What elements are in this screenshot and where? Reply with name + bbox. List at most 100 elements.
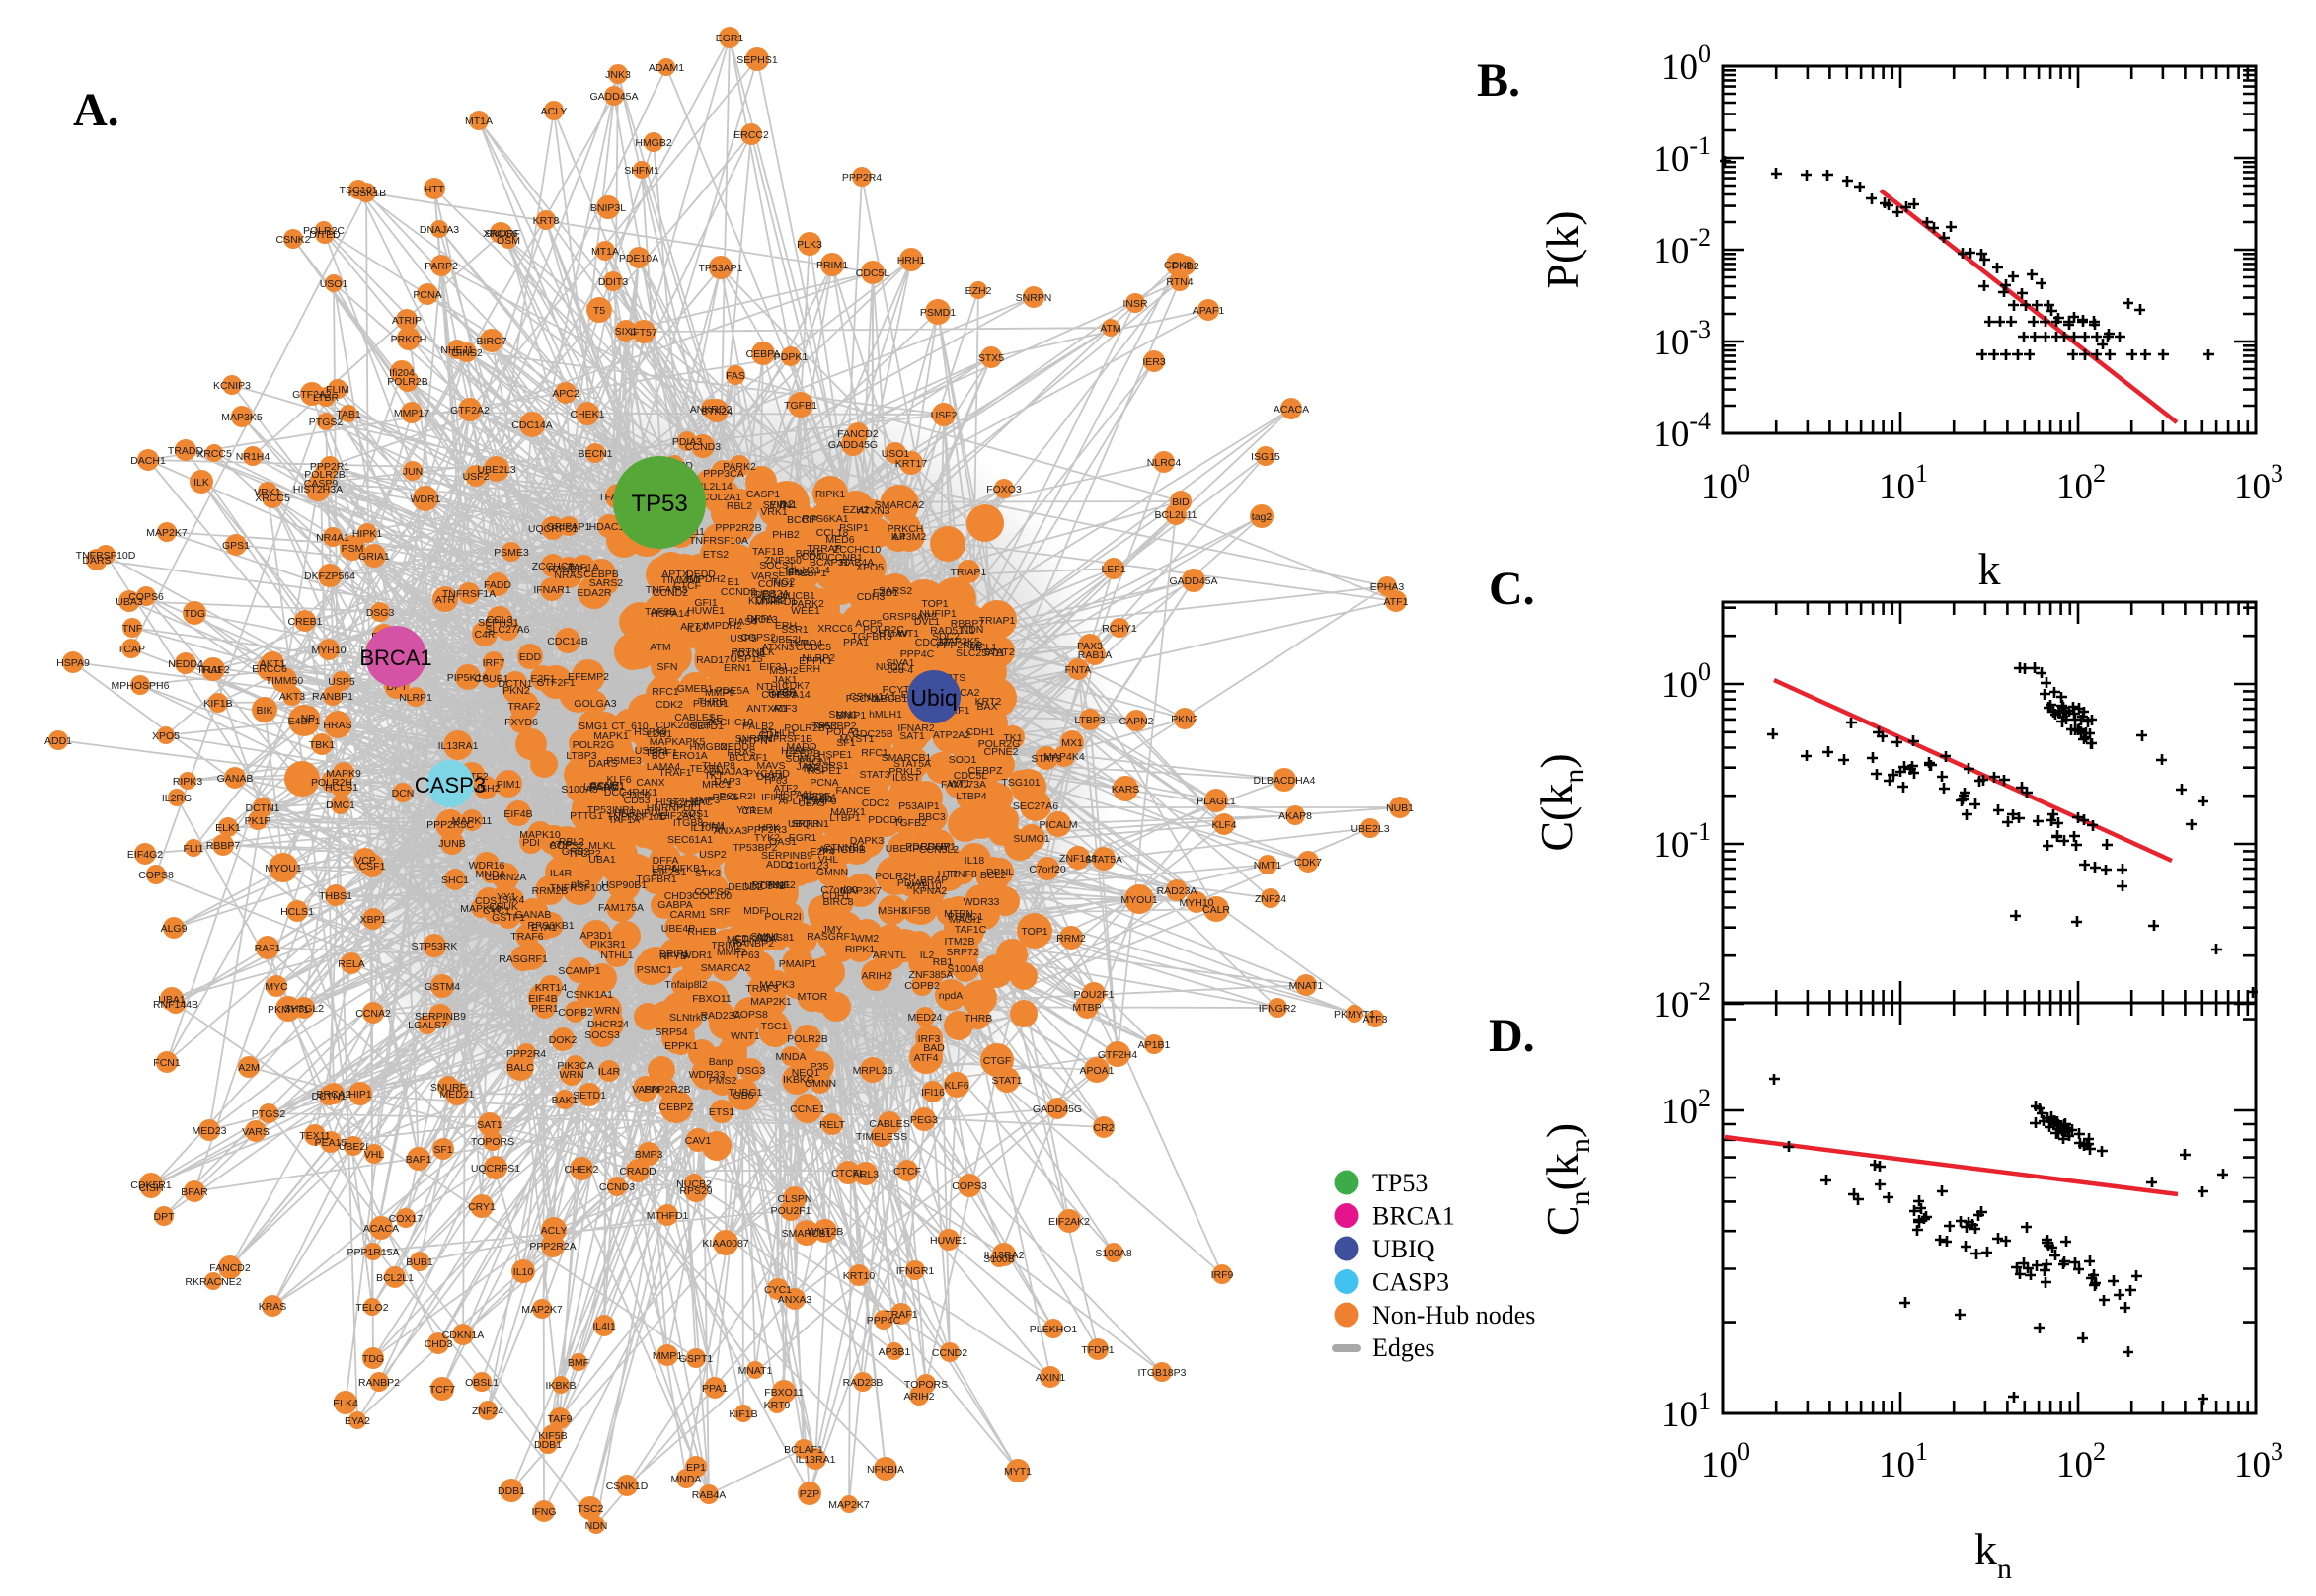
svg-text:POLR2I: POLR2I xyxy=(719,791,755,802)
svg-text:CTCF: CTCF xyxy=(673,580,701,592)
svg-text:LTBP3: LTBP3 xyxy=(1074,715,1105,726)
svg-text:TOP1: TOP1 xyxy=(921,598,948,610)
svg-text:CDC2: CDC2 xyxy=(862,798,890,809)
svg-text:BAD: BAD xyxy=(923,1042,945,1054)
svg-text:TIMM50: TIMM50 xyxy=(661,574,700,586)
svg-text:PPP2R4: PPP2R4 xyxy=(842,172,882,184)
svg-text:C7orf20: C7orf20 xyxy=(820,884,858,896)
svg-text:APC2: APC2 xyxy=(552,388,579,400)
svg-text:PMS2: PMS2 xyxy=(709,1075,737,1087)
svg-text:TAF1A: TAF1A xyxy=(608,814,640,826)
svg-text:PRKCH: PRKCH xyxy=(888,523,924,535)
svg-text:CEBPB: CEBPB xyxy=(583,569,619,580)
svg-text:APAF1: APAF1 xyxy=(1193,305,1225,317)
svg-text:DARS: DARS xyxy=(82,555,111,567)
svg-text:IMPDH2: IMPDH2 xyxy=(686,573,726,585)
svg-text:VHL: VHL xyxy=(818,854,839,866)
svg-text:SYVN1: SYVN1 xyxy=(763,499,798,511)
svg-text:NLRP2: NLRP2 xyxy=(802,652,835,664)
svg-text:B.: B. xyxy=(1477,54,1520,107)
svg-text:PKMYT1: PKMYT1 xyxy=(268,1004,309,1016)
svg-text:USO1: USO1 xyxy=(320,278,348,290)
svg-text:ETS1: ETS1 xyxy=(709,1106,734,1118)
svg-text:RANBP2: RANBP2 xyxy=(733,938,774,950)
svg-text:TAF9: TAF9 xyxy=(548,1413,573,1425)
svg-text:PER1: PER1 xyxy=(531,1003,559,1015)
svg-text:CHEK1: CHEK1 xyxy=(570,409,604,420)
svg-text:HSPE1: HSPE1 xyxy=(818,749,853,761)
svg-text:MAPK1: MAPK1 xyxy=(593,730,629,742)
svg-text:KLF6: KLF6 xyxy=(606,774,631,786)
svg-text:MCL1: MCL1 xyxy=(969,642,997,653)
svg-text:CRADD: CRADD xyxy=(619,1166,656,1178)
svg-text:BCAP31: BCAP31 xyxy=(810,557,849,569)
svg-text:DPT: DPT xyxy=(154,1211,176,1223)
svg-text:CDH1: CDH1 xyxy=(966,726,995,738)
svg-text:ZCCHC10: ZCCHC10 xyxy=(706,717,754,728)
svg-text:FSCN1: FSCN1 xyxy=(799,756,833,768)
svg-text:ced-4: ced-4 xyxy=(888,664,913,676)
svg-text:UBQLN1: UBQLN1 xyxy=(788,818,829,830)
svg-text:RNF144B: RNF144B xyxy=(153,999,198,1011)
svg-text:UBE2I: UBE2I xyxy=(339,1141,368,1153)
svg-text:MMP17: MMP17 xyxy=(394,408,429,419)
svg-text:ACACA: ACACA xyxy=(363,1223,399,1235)
svg-text:USBP1: USBP1 xyxy=(635,745,669,757)
svg-text:ELK4: ELK4 xyxy=(333,1398,358,1409)
svg-text:PLEKHO1: PLEKHO1 xyxy=(1030,1324,1078,1335)
svg-text:UBIQ: UBIQ xyxy=(1372,1235,1435,1263)
svg-text:PPP2R5B: PPP2R5B xyxy=(936,640,982,651)
svg-text:EIF2S1: EIF2S1 xyxy=(652,867,686,878)
svg-text:GSTM4: GSTM4 xyxy=(425,981,460,993)
svg-text:CPNE2: CPNE2 xyxy=(983,746,1018,758)
svg-text:ACLY: ACLY xyxy=(541,106,568,117)
svg-text:CEBPB: CEBPB xyxy=(785,748,820,760)
svg-text:TSG101: TSG101 xyxy=(1001,777,1040,789)
svg-text:TGFB1: TGFB1 xyxy=(784,400,817,412)
svg-text:MSH2: MSH2 xyxy=(471,783,500,795)
svg-text:PPP2R1: PPP2R1 xyxy=(310,461,349,473)
svg-text:HIST2H2AC: HIST2H2AC xyxy=(656,797,713,808)
svg-text:COX17: COX17 xyxy=(389,1213,424,1225)
svg-text:CDK8: CDK8 xyxy=(1164,260,1192,271)
svg-text:PPP2R2B: PPP2R2B xyxy=(644,1084,690,1096)
svg-text:BIRC8: BIRC8 xyxy=(823,896,854,908)
svg-text:CDS1: CDS1 xyxy=(475,895,502,907)
svg-text:A2M: A2M xyxy=(238,1062,260,1074)
svg-text:TRIAP1: TRIAP1 xyxy=(951,567,987,578)
svg-text:CISH: CISH xyxy=(138,1182,163,1194)
svg-text:BAP1: BAP1 xyxy=(406,1154,432,1166)
svg-text:RAD23B: RAD23B xyxy=(843,1377,884,1389)
svg-text:SERPINB9: SERPINB9 xyxy=(415,1011,466,1023)
svg-text:ALG9: ALG9 xyxy=(161,923,188,935)
svg-text:SAT1: SAT1 xyxy=(477,1119,502,1131)
svg-text:COPS2: COPS2 xyxy=(549,840,584,852)
svg-text:MED21: MED21 xyxy=(439,1089,474,1101)
svg-text:PKN2: PKN2 xyxy=(502,685,530,697)
svg-text:TELO2: TELO2 xyxy=(355,1302,388,1314)
svg-text:HSPA1L: HSPA1L xyxy=(775,789,814,800)
svg-text:IL18: IL18 xyxy=(965,855,985,867)
svg-text:CTGF: CTGF xyxy=(983,1055,1012,1067)
svg-text:MNAT1: MNAT1 xyxy=(738,1365,773,1377)
svg-text:TRRAP: TRRAP xyxy=(807,543,842,555)
svg-text:TNFRSF10A: TNFRSF10A xyxy=(689,535,748,547)
svg-text:npdA: npdA xyxy=(939,990,964,1002)
svg-text:ATM: ATM xyxy=(650,642,670,653)
svg-text:MRPL36: MRPL36 xyxy=(853,1065,893,1077)
svg-text:THRB: THRB xyxy=(965,1013,993,1025)
svg-text:ITGB18P3: ITGB18P3 xyxy=(1137,1367,1186,1379)
svg-text:XPO5: XPO5 xyxy=(856,562,884,573)
svg-text:DAPK3: DAPK3 xyxy=(850,835,885,847)
svg-text:EP1: EP1 xyxy=(686,1462,706,1474)
svg-text:RRM2B: RRM2B xyxy=(532,885,569,897)
svg-text:SOCS1: SOCS1 xyxy=(759,560,795,571)
svg-text:TP63: TP63 xyxy=(734,950,759,961)
svg-text:FAM175A: FAM175A xyxy=(598,902,644,914)
svg-text:FADD: FADD xyxy=(484,579,511,591)
svg-text:CD53: CD53 xyxy=(624,795,651,806)
svg-text:LTBP4: LTBP4 xyxy=(956,791,986,802)
svg-text:CASP1: CASP1 xyxy=(746,489,781,500)
svg-text:PKMYT1: PKMYT1 xyxy=(1334,1009,1375,1021)
svg-text:RAD23A: RAD23A xyxy=(701,1010,741,1022)
